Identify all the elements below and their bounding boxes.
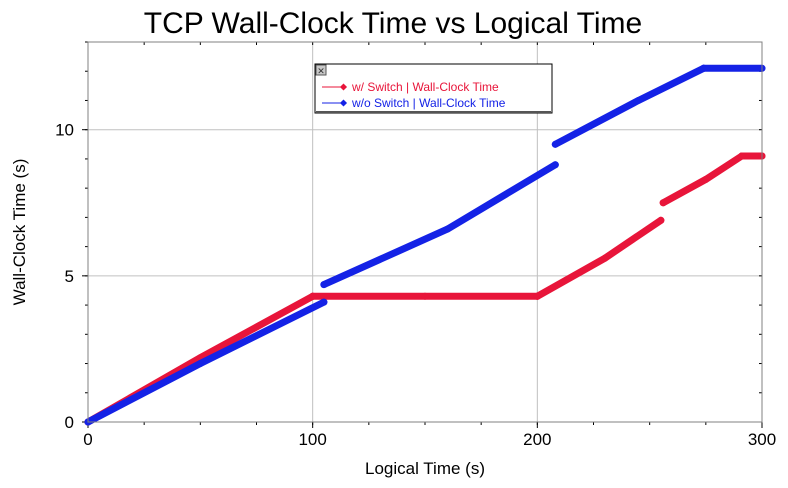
data-point	[551, 161, 559, 169]
legend-box	[314, 63, 553, 114]
series-without-switch	[84, 64, 766, 426]
x-axis-label: Logical Time (s)	[365, 459, 485, 478]
data-point	[702, 175, 710, 183]
tick-labels: 0 100 200 300 0 5 10	[55, 121, 776, 449]
legend-label: w/o Switch | Wall-Clock Time	[351, 96, 506, 110]
y-axis-label: Wall-Clock Time (s)	[10, 159, 29, 306]
plot-frame	[87, 41, 763, 423]
series-segment	[320, 161, 559, 289]
data-point	[634, 96, 642, 104]
chart-title: TCP Wall-Clock Time vs Logical Time	[144, 7, 642, 40]
data-point	[443, 225, 451, 233]
x-tick-label: 100	[298, 430, 326, 449]
y-tick-label: 0	[65, 413, 74, 432]
legend[interactable]: ✕ w/ Switch | Wall-Clock Time w/o Switch …	[314, 63, 553, 114]
data-point	[601, 254, 609, 262]
series-segment	[84, 298, 328, 426]
series-segment	[551, 64, 708, 148]
data-point	[320, 281, 328, 289]
series-layer	[84, 64, 766, 426]
legend-items: w/ Switch | Wall-Clock Time w/o Switch | …	[322, 80, 506, 110]
legend-swatch-marker	[339, 99, 348, 107]
data-point	[533, 292, 541, 300]
legend-label: w/ Switch | Wall-Clock Time	[351, 80, 499, 94]
y-tick-label: 5	[65, 267, 74, 286]
data-point	[551, 140, 559, 148]
x-tick-label: 0	[83, 430, 92, 449]
series-with-switch	[84, 152, 766, 426]
legend-swatch-marker	[339, 83, 348, 91]
data-point	[657, 216, 665, 224]
x-tick-label: 200	[523, 430, 551, 449]
data-point	[659, 199, 667, 207]
legend-close-button[interactable]	[315, 64, 327, 76]
data-point	[421, 292, 429, 300]
close-icon: ✕	[317, 66, 325, 76]
data-point	[738, 152, 746, 160]
data-point	[196, 360, 204, 368]
series-segment	[533, 216, 665, 300]
data-point	[700, 64, 708, 72]
y-tick-label: 10	[55, 121, 74, 140]
x-tick-label: 300	[748, 430, 776, 449]
data-point	[309, 292, 317, 300]
data-point	[320, 298, 328, 306]
